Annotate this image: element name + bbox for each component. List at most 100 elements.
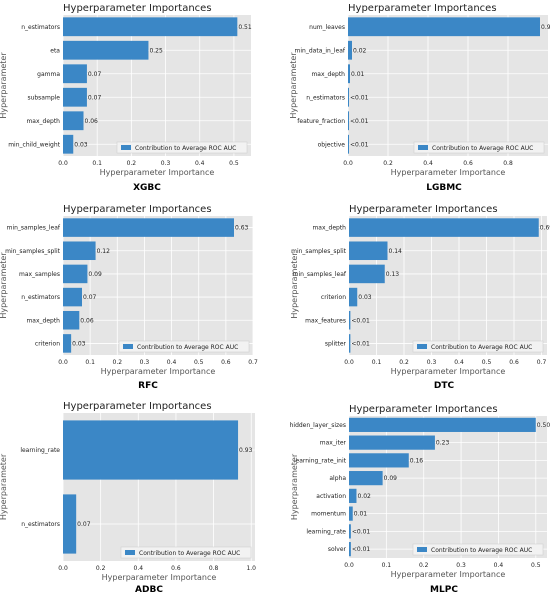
data-label: 0.93	[239, 447, 253, 454]
x-tick-label: 0.0	[58, 565, 68, 572]
x-tick-label: 0.6	[221, 359, 231, 366]
x-tick-label: 0.4	[454, 359, 464, 366]
panel-caption: DTC	[434, 381, 455, 391]
y-tick-label: activation	[316, 493, 346, 500]
bar-learning-rate	[63, 420, 239, 480]
data-label: 0.63	[235, 225, 249, 232]
plot-background	[63, 216, 253, 355]
y-tick-label: gamma	[37, 71, 60, 78]
legend-swatch	[417, 547, 427, 552]
bar-hidden-layer-sizes	[349, 417, 536, 432]
legend-label: Contribution to Average ROC AUC	[139, 550, 240, 557]
x-tick-label: 0.3	[140, 359, 150, 366]
y-tick-label: criterion	[35, 340, 60, 347]
panel-caption: LGBMC	[426, 183, 462, 193]
bar-min-samples-split	[349, 241, 388, 261]
y-tick-label: min_samples_split	[291, 248, 347, 255]
bar-learning-rate-init	[349, 453, 409, 468]
y-tick-label: alpha	[329, 475, 346, 482]
x-tick-label: 0.8	[209, 565, 219, 572]
data-label: 0.23	[436, 440, 450, 447]
data-label: 0.25	[149, 47, 163, 54]
y-tick-label: max_depth	[312, 225, 346, 232]
panel-caption: ADBC	[135, 585, 163, 595]
y-tick-label: n_estimators	[21, 24, 60, 31]
plot-background	[348, 15, 548, 156]
bar-max-depth	[63, 111, 84, 131]
y-tick-label: subsample	[27, 94, 60, 101]
y-axis-label: Hyperparameter	[0, 52, 8, 119]
chart-panel-adbc: Hyperparameter Importances 0.0 0.2 0.4 0.6 0.…	[0, 401, 256, 595]
bar-n-estimators	[63, 494, 77, 554]
y-tick-label: max_depth	[26, 118, 60, 125]
data-label: <0.01	[350, 118, 369, 125]
data-label: 0.51	[238, 24, 252, 31]
chart-title: Hyperparameter Importances	[63, 204, 212, 215]
x-tick-label: 0.6	[463, 160, 473, 167]
y-tick-label: splitter	[325, 340, 347, 347]
chart-title: Hyperparameter Importances	[348, 3, 497, 14]
y-tick-label: min_samples_leaf	[293, 271, 347, 278]
x-tick-label: 0.0	[58, 359, 68, 366]
bar-min-samples-leaf	[349, 264, 385, 284]
x-tick-label: 0.6	[171, 565, 181, 572]
bar-subsample	[63, 87, 87, 107]
x-tick-label: 0.2	[383, 160, 393, 167]
x-tick-label: 0.2	[96, 565, 106, 572]
x-axis-label: Hyperparameter Importance	[391, 367, 506, 376]
data-label: 0.50	[537, 422, 550, 429]
data-label: 0.12	[97, 248, 111, 255]
legend-label: Contribution to Average ROC AUC	[135, 145, 236, 152]
y-axis-label: Hyperparameter	[289, 52, 298, 119]
bar-alpha	[349, 471, 383, 486]
y-tick-label: solver	[328, 546, 347, 553]
x-tick-label: 0.0	[343, 160, 353, 167]
x-tick-label: 0.2	[419, 562, 429, 569]
y-tick-label: eta	[50, 47, 60, 54]
y-tick-label: learning_rate	[20, 447, 60, 454]
y-axis-label: Hyperparameter	[0, 453, 8, 520]
legend-swatch	[418, 145, 428, 150]
bar-min-data-in-leaf	[348, 40, 352, 60]
y-tick-label: momentum	[311, 511, 346, 518]
x-tick-label: 0.3	[427, 359, 437, 366]
x-axis-label: Hyperparameter Importance	[101, 367, 216, 376]
bar-max-depth	[63, 310, 80, 330]
bar-min-samples-split	[63, 241, 96, 261]
bar-criterion	[63, 334, 72, 353]
x-tick-label: 0.5	[229, 160, 239, 167]
chart-title: Hyperparameter Importances	[349, 404, 498, 415]
bar-eta	[63, 40, 149, 60]
data-label: 0.96	[541, 24, 550, 31]
bar-learning-rate	[349, 524, 351, 539]
data-label: 0.06	[80, 317, 94, 324]
data-label: <0.01	[350, 141, 369, 148]
x-tick-label: 0.2	[113, 359, 123, 366]
x-axis-label: Hyperparameter Importance	[100, 168, 215, 177]
x-tick-label: 0.4	[195, 160, 205, 167]
y-tick-label: learning_rate	[306, 528, 346, 535]
x-tick-label: 0.0	[344, 359, 354, 366]
y-tick-label: max_iter	[320, 440, 347, 447]
x-tick-label: 0.2	[127, 160, 137, 167]
y-axis-label: Hyperparameter	[290, 453, 299, 520]
y-tick-label: max_features	[305, 317, 346, 324]
legend-swatch	[123, 344, 133, 349]
bar-max-features	[349, 310, 351, 330]
panel-caption: MLPC	[430, 585, 458, 595]
y-tick-label: num_leaves	[309, 24, 345, 31]
x-tick-label: 0.4	[167, 359, 177, 366]
data-label: <0.01	[350, 94, 369, 101]
x-tick-label: 0.7	[248, 359, 258, 366]
x-tick-label: 0.4	[134, 565, 144, 572]
y-tick-label: min_samples_leaf	[7, 225, 61, 232]
y-tick-label: min_data_in_leaf	[295, 47, 346, 54]
legend-box	[120, 546, 252, 559]
y-tick-label: n_estimators	[306, 94, 345, 101]
data-label: 0.02	[353, 47, 367, 54]
bar-solver	[349, 542, 351, 557]
bar-max-depth	[348, 64, 350, 84]
x-axis-label: Hyperparameter Importance	[391, 168, 506, 177]
bar-n-estimators	[63, 17, 238, 37]
